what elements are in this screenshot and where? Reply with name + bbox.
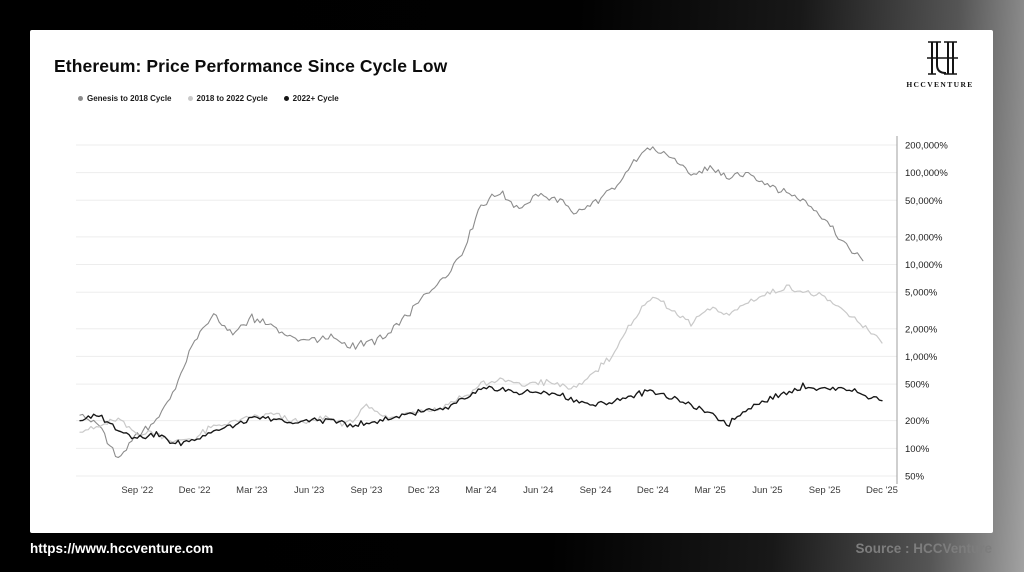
legend-item-2022-plus: 2022+ Cycle [283, 94, 339, 103]
x-tick-label: Mar '23 [236, 485, 267, 496]
x-tick-label: Jun '25 [752, 485, 782, 496]
chart-legend: Genesis to 2018 Cycle 2018 to 2022 Cycle… [78, 94, 339, 103]
y-tick-label: 500% [905, 380, 930, 391]
legend-label: 2018 to 2022 Cycle [196, 94, 268, 103]
y-tick-label: 50% [905, 472, 925, 483]
chart-card: Ethereum: Price Performance Since Cycle … [30, 30, 993, 533]
legend-item-2018-2022: 2018 to 2022 Cycle [187, 94, 268, 103]
hccventure-logo-icon [927, 41, 958, 75]
y-tick-label: 50,000% [905, 196, 943, 207]
price-performance-chart: 200,000% 100,000% 50,000% 20,000% 10,000% 5,0… [76, 136, 948, 496]
x-tick-label: Dec '25 [866, 485, 898, 496]
hccventure-logo: HCCVENTURE [901, 38, 979, 89]
series-line-0 [79, 146, 864, 459]
x-tick-label: Sep '24 [580, 485, 612, 496]
y-tick-label: 1,000% [905, 352, 938, 363]
y-tick-label: 100,000% [905, 168, 948, 179]
y-tick-label: 2,000% [905, 324, 938, 335]
legend-label: Genesis to 2018 Cycle [87, 94, 172, 103]
x-tick-label: Sep '23 [350, 485, 382, 496]
series-line-1 [79, 284, 883, 443]
y-tick-label: 10,000% [905, 260, 943, 271]
footer-source: Source : HCCVenture [855, 541, 992, 556]
x-tick-label: Dec '24 [637, 485, 669, 496]
legend-dot-2018-2022 [187, 96, 193, 101]
x-tick-label: Jun '23 [294, 485, 324, 496]
series-line-2 [79, 382, 883, 447]
legend-item-genesis-2018: Genesis to 2018 Cycle [78, 94, 172, 103]
x-tick-label: Dec '22 [179, 485, 211, 496]
legend-dot-genesis-2018 [78, 96, 83, 101]
hccventure-logo-text: HCCVENTURE [906, 80, 974, 89]
legend-label: 2022+ Cycle [292, 94, 339, 103]
page-title: Ethereum: Price Performance Since Cycle … [54, 56, 448, 76]
y-tick-label: 200% [905, 416, 930, 427]
x-tick-label: Sep '22 [121, 485, 153, 496]
x-tick-label: Jun '24 [523, 485, 553, 496]
y-tick-label: 200,000% [905, 140, 948, 151]
footer-url: https://www.hccventure.com [30, 541, 214, 556]
y-tick-label: 5,000% [905, 288, 938, 299]
y-tick-label: 20,000% [905, 232, 943, 243]
x-tick-label: Mar '24 [465, 485, 496, 496]
legend-dot-2022-plus [283, 96, 289, 101]
x-tick-label: Dec '23 [408, 485, 440, 496]
x-tick-label: Sep '25 [809, 485, 841, 496]
x-tick-label: Mar '25 [694, 485, 725, 496]
y-tick-label: 100% [905, 444, 930, 455]
